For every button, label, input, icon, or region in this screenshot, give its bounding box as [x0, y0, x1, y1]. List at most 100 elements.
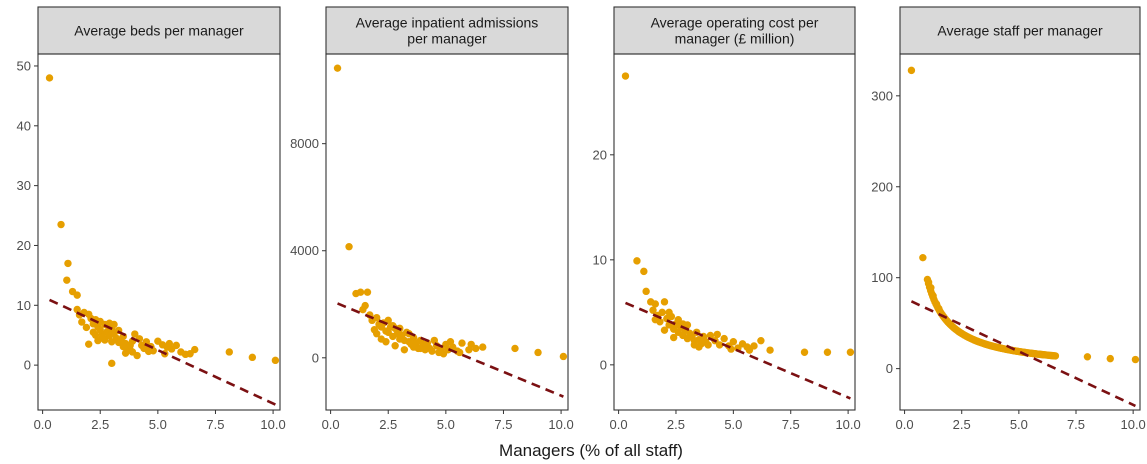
data-point [745, 346, 754, 354]
data-point [1106, 354, 1114, 363]
panel-title: manager (£ million) [675, 31, 795, 47]
x-tick-label: 0.0 [610, 417, 628, 432]
data-point [919, 253, 927, 262]
panel-1: Average beds per manager 0 10 20 30 40 50 0.0 2.… [17, 6, 286, 432]
data-point [846, 348, 855, 356]
x-tick-label: 0.0 [34, 417, 52, 432]
data-point [57, 220, 65, 229]
data-point [140, 344, 148, 353]
trend-line [48, 298, 276, 406]
data-point [416, 344, 425, 353]
x-tick-label: 2.5 [953, 417, 971, 432]
x-axis-title: Managers (% of all staff) [499, 441, 683, 460]
data-point [1131, 355, 1140, 364]
data-point [126, 341, 134, 350]
data-point [363, 288, 372, 296]
data-point [651, 315, 660, 324]
panel-strip [899, 6, 1141, 55]
data-point [766, 346, 774, 354]
data-point [391, 342, 399, 350]
data-point [621, 72, 630, 80]
data-point [45, 74, 54, 82]
data-point [729, 338, 738, 346]
y-tick-label: 0 [600, 357, 607, 372]
data-point [186, 350, 194, 358]
data-point [225, 348, 233, 356]
data-point [89, 328, 98, 336]
data-point [699, 335, 708, 344]
y-tick-label: 200 [871, 179, 893, 194]
data-point [382, 338, 390, 346]
data-point [446, 338, 455, 346]
data-point [105, 319, 114, 327]
data-point [479, 343, 487, 351]
data-point [823, 348, 832, 356]
panel-title: Average inpatient admissions [356, 15, 539, 31]
panel-border [325, 53, 569, 411]
x-tick-label: 10.0 [1120, 417, 1145, 432]
panel-title: per manager [407, 31, 487, 47]
data-point [63, 276, 71, 284]
x-tick-label: 5.0 [724, 417, 742, 432]
trend-line [624, 301, 851, 400]
chart-panels: Average beds per manager 0 10 20 30 40 50 0.0 2.… [17, 6, 1146, 432]
panel-4: Average staff per manager 0 100 200 300 0.0 2.… [871, 6, 1146, 432]
data-point [165, 339, 174, 348]
data-point [1051, 352, 1060, 360]
data-point [720, 334, 728, 343]
panel-strip [37, 6, 281, 55]
data-point [660, 326, 669, 334]
x-tick-label: 7.5 [494, 417, 512, 432]
y-tick-label: 8000 [290, 136, 319, 151]
y-tick-label: 40 [17, 118, 31, 133]
data-point [356, 288, 365, 296]
x-tick-label: 2.5 [379, 417, 397, 432]
data-point [78, 318, 86, 326]
data-point [640, 267, 648, 276]
data-point [658, 308, 666, 317]
data-point [455, 348, 464, 357]
panel-title: Average staff per manager [937, 23, 1103, 39]
data-point [131, 330, 139, 338]
data-point [534, 348, 542, 357]
y-tick-label: 50 [17, 58, 31, 73]
data-point [642, 287, 650, 296]
data-point [85, 340, 93, 348]
data-point [800, 348, 809, 356]
data-point [108, 338, 116, 346]
data-point [706, 331, 715, 340]
data-point [430, 336, 439, 345]
panel-title: Average operating cost per [651, 15, 819, 31]
data-point [660, 298, 669, 306]
y-tick-label: 100 [871, 270, 893, 285]
data-point [559, 352, 568, 361]
data-point [121, 349, 130, 357]
x-tick-label: 2.5 [91, 417, 109, 432]
data-point [1083, 353, 1092, 361]
x-tick-label: 7.5 [1067, 417, 1085, 432]
x-tick-label: 7.5 [782, 417, 800, 432]
data-point [651, 300, 660, 308]
data-point [669, 333, 678, 342]
panel-border [37, 53, 281, 411]
data-point [511, 344, 519, 353]
data-point [690, 341, 699, 349]
panel-title: Average beds per manager [74, 23, 244, 39]
data-point [271, 356, 280, 365]
data-point [665, 308, 673, 317]
y-tick-label: 4000 [290, 243, 319, 258]
data-point [715, 341, 724, 349]
y-tick-label: 0 [312, 350, 319, 365]
panel-strip [613, 6, 856, 55]
x-tick-label: 0.0 [896, 417, 914, 432]
y-tick-label: 20 [17, 238, 31, 253]
data-point [649, 306, 657, 314]
x-tick-label: 0.0 [322, 417, 340, 432]
y-tick-label: 0 [24, 358, 31, 373]
data-point [757, 336, 765, 345]
data-point [428, 347, 436, 355]
data-point [458, 339, 466, 347]
x-tick-label: 2.5 [667, 417, 685, 432]
